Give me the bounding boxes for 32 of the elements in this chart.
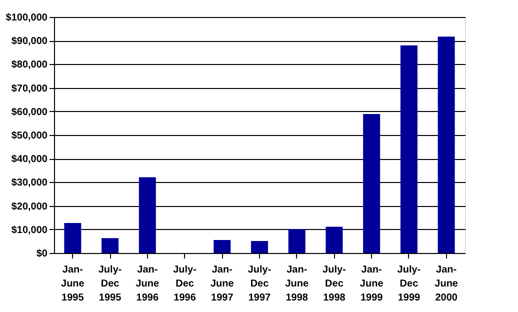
x-tick-label: Jan- June 1998: [285, 264, 309, 304]
y-tick-label: $100,000: [6, 12, 48, 24]
y-tick-label: $30,000: [11, 178, 48, 189]
x-tick-label: Jan- June 1995: [61, 264, 85, 304]
x-tick-label: July- Dec 1996: [173, 264, 196, 304]
bar: [64, 223, 82, 253]
y-tick-label: $90,000: [11, 36, 48, 48]
y-tick-label: $80,000: [11, 60, 48, 71]
bar: [102, 238, 119, 253]
bar: [438, 36, 455, 253]
y-tick-label: $0: [36, 248, 48, 260]
x-tick-label: Jan- June 1999: [360, 264, 384, 304]
x-tick-label: July- Dec 1995: [98, 264, 122, 304]
bar: [326, 226, 343, 253]
y-tick-label: $60,000: [11, 106, 48, 118]
bar: [400, 45, 418, 253]
bar: [251, 240, 268, 253]
bar: [138, 177, 156, 253]
x-tick-label: July- Dec 1999: [397, 264, 421, 304]
bar: [363, 114, 380, 253]
x-tick-label: Jan- June 2000: [434, 264, 458, 304]
x-tick-label: Jan- June 1997: [210, 264, 234, 304]
y-tick-label: $50,000: [11, 130, 48, 142]
x-tick-label: Jan- June 1996: [136, 264, 160, 304]
y-tick-label: $20,000: [11, 201, 48, 212]
x-tick-label: July- Dec 1997: [248, 264, 272, 304]
bar: [214, 240, 231, 253]
bar: [288, 229, 306, 253]
y-tick-label: $40,000: [11, 154, 48, 166]
x-tick-label: July- Dec 1998: [322, 264, 346, 304]
y-tick-label: $10,000: [11, 224, 48, 236]
y-tick-label: $70,000: [11, 83, 48, 94]
